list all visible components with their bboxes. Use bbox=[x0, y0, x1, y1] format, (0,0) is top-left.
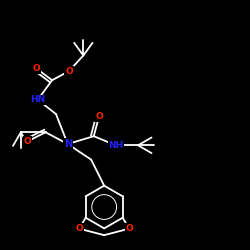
Text: O: O bbox=[75, 224, 83, 233]
Text: HN: HN bbox=[30, 95, 46, 104]
Text: O: O bbox=[65, 66, 73, 76]
Text: O: O bbox=[32, 64, 40, 73]
Text: O: O bbox=[125, 224, 133, 233]
Text: O: O bbox=[95, 112, 103, 121]
Text: NH: NH bbox=[108, 141, 124, 150]
Text: O: O bbox=[24, 137, 31, 146]
Text: N: N bbox=[64, 139, 72, 149]
